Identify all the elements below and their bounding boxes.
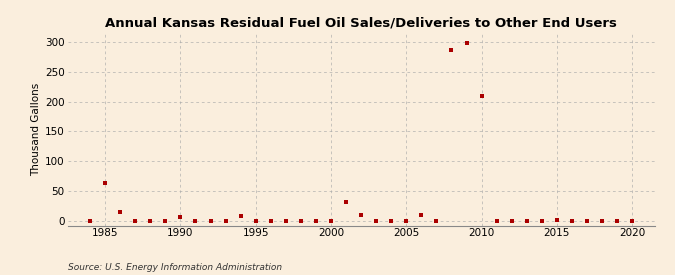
Point (491, 219, 502, 223)
Point (100, 181, 111, 185)
Title: Annual Kansas Residual Fuel Oil Sales/Deliveries to Other End Users: Annual Kansas Residual Fuel Oil Sales/De… (105, 16, 617, 29)
Point (325, 219, 336, 223)
Point (84, 219, 95, 223)
Point (476, 94, 487, 98)
Point (356, 213, 367, 218)
Point (310, 219, 321, 223)
Point (506, 219, 517, 223)
Point (280, 219, 291, 223)
Point (551, 217, 562, 222)
Point (386, 219, 397, 223)
Point (175, 214, 186, 219)
Text: Source: U.S. Energy Information Administration: Source: U.S. Energy Information Administ… (68, 263, 281, 272)
Point (521, 219, 532, 223)
Point (250, 219, 261, 223)
Point (160, 219, 171, 223)
Point (115, 210, 126, 214)
Point (130, 219, 140, 223)
Point (190, 219, 201, 223)
Point (371, 219, 381, 223)
Point (205, 219, 216, 223)
Point (416, 213, 427, 218)
Point (145, 219, 156, 223)
Point (296, 219, 306, 223)
Point (431, 219, 442, 223)
Point (341, 199, 352, 204)
Point (537, 219, 547, 223)
Y-axis label: Thousand Gallons: Thousand Gallons (31, 82, 40, 176)
Point (401, 219, 412, 223)
Point (597, 219, 608, 223)
Point (446, 48, 457, 53)
Point (582, 219, 593, 223)
Point (220, 219, 231, 223)
Point (236, 214, 246, 218)
Point (461, 41, 472, 45)
Point (612, 219, 622, 223)
Point (627, 219, 638, 223)
Point (265, 219, 276, 223)
Point (566, 219, 577, 223)
